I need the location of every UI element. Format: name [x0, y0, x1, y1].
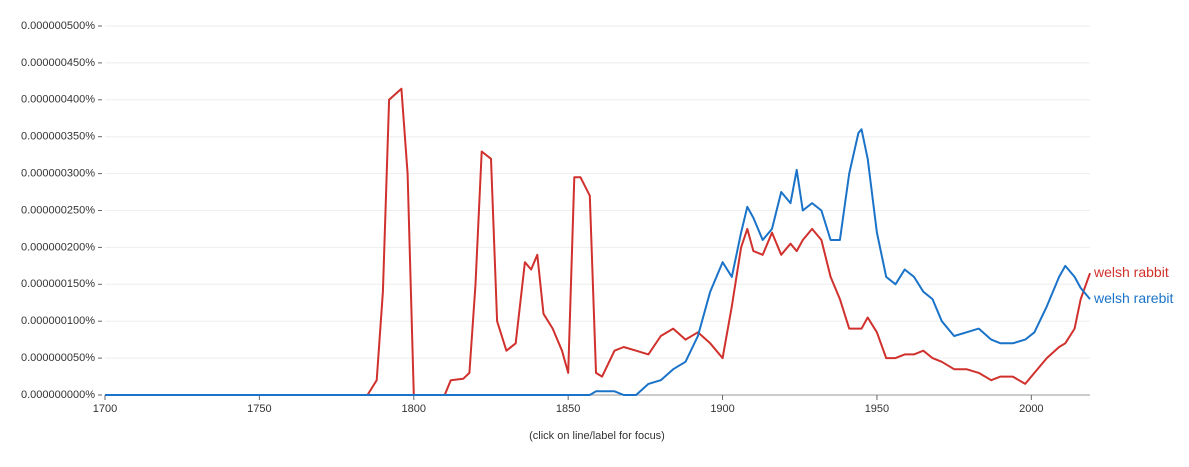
x-tick-label: 1750 [247, 403, 271, 415]
series-label[interactable]: welsh rarebit [1093, 290, 1173, 306]
x-tick-label: 1950 [865, 403, 889, 415]
y-tick-label: 0.000000500% [21, 20, 95, 32]
y-tick-label: 0.000000300% [21, 168, 95, 180]
chart-note: (click on line/label for focus) [529, 430, 665, 442]
x-tick-label: 1700 [93, 403, 117, 415]
y-tick-label: 0.000000000% [21, 389, 95, 401]
series-line[interactable] [105, 87, 1091, 396]
y-tick-label: 0.000000200% [21, 241, 95, 253]
x-tick-label: 1800 [402, 403, 426, 415]
series-label[interactable]: welsh rabbit [1093, 264, 1169, 280]
x-tick-label: 2000 [1019, 403, 1043, 415]
y-tick-label: 0.000000050% [21, 352, 95, 364]
series-line[interactable] [105, 128, 1091, 396]
y-tick-label: 0.000000450% [21, 57, 95, 69]
y-tick-label: 0.000000100% [21, 315, 95, 327]
x-tick-label: 1850 [556, 403, 580, 415]
y-tick-label: 0.000000250% [21, 204, 95, 216]
y-tick-label: 0.000000350% [21, 131, 95, 143]
x-tick-label: 1900 [710, 403, 734, 415]
y-tick-label: 0.000000150% [21, 278, 95, 290]
y-tick-label: 0.000000400% [21, 94, 95, 106]
